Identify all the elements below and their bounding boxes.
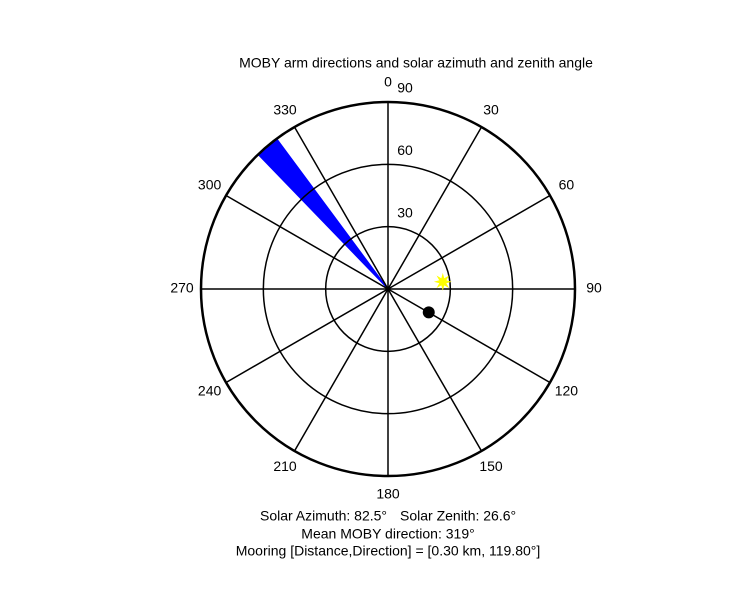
theta-tick-label: 240 — [198, 383, 222, 399]
theta-tick-label: 150 — [479, 458, 503, 474]
spoke — [293, 126, 389, 290]
spoke — [387, 288, 551, 384]
theta-tick-label: 60 — [559, 177, 575, 193]
annotation: Mooring [Distance,Direction] = [0.30 km,… — [236, 543, 541, 559]
theta-tick-label: 120 — [555, 383, 579, 399]
mooring-marker — [422, 306, 435, 319]
spoke — [293, 288, 389, 452]
outer-ring — [199, 100, 577, 478]
spoke — [387, 288, 483, 452]
annotation: Solar Azimuth: 82.5° — [260, 508, 387, 524]
theta-tick-label: 210 — [273, 458, 297, 474]
ring — [262, 163, 514, 415]
theta-tick-label: 270 — [170, 280, 194, 296]
r-tick-label: 30 — [397, 204, 413, 220]
ring — [324, 225, 452, 353]
spoke — [225, 194, 389, 290]
sun-marker — [433, 272, 452, 291]
spoke — [387, 126, 483, 290]
theta-tick-label: 90 — [586, 280, 602, 296]
theta-tick-label: 0 — [384, 74, 392, 90]
theta-tick-label: 180 — [376, 486, 400, 502]
annotation: Mean MOBY direction: 319° — [301, 526, 474, 542]
theta-tick-label: 300 — [198, 177, 222, 193]
spoke — [225, 288, 389, 384]
chart-title: MOBY arm directions and solar azimuth an… — [239, 55, 593, 71]
theta-tick-label: 330 — [273, 101, 297, 117]
r-tick-label: 90 — [397, 80, 413, 96]
annotation: Solar Zenith: 26.6° — [400, 508, 516, 524]
theta-tick-label: 30 — [483, 101, 499, 117]
spoke — [387, 194, 551, 290]
r-tick-label: 60 — [397, 142, 413, 158]
